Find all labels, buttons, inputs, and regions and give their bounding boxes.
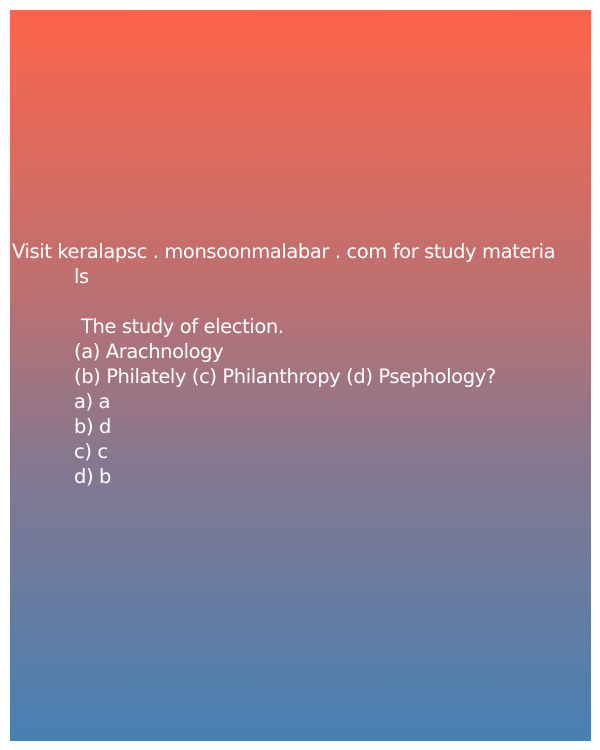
- question-text: The study of election.: [81, 315, 284, 338]
- banner-line-2: ls: [74, 265, 89, 288]
- banner-line-1: Visit keralapsc . monsoonmalabar . com f…: [12, 240, 556, 263]
- option-b: b) d: [74, 415, 111, 438]
- question-choices-line-1: (a) Arachnology: [74, 340, 224, 363]
- option-a: a) a: [74, 390, 111, 413]
- option-d: d) b: [74, 465, 111, 488]
- question-choices-line-2: (b) Philately (c) Philanthropy (d) Pseph…: [74, 365, 496, 388]
- option-c: c) c: [74, 440, 108, 463]
- question-card: Visit keralapsc . monsoonmalabar . com f…: [10, 10, 591, 741]
